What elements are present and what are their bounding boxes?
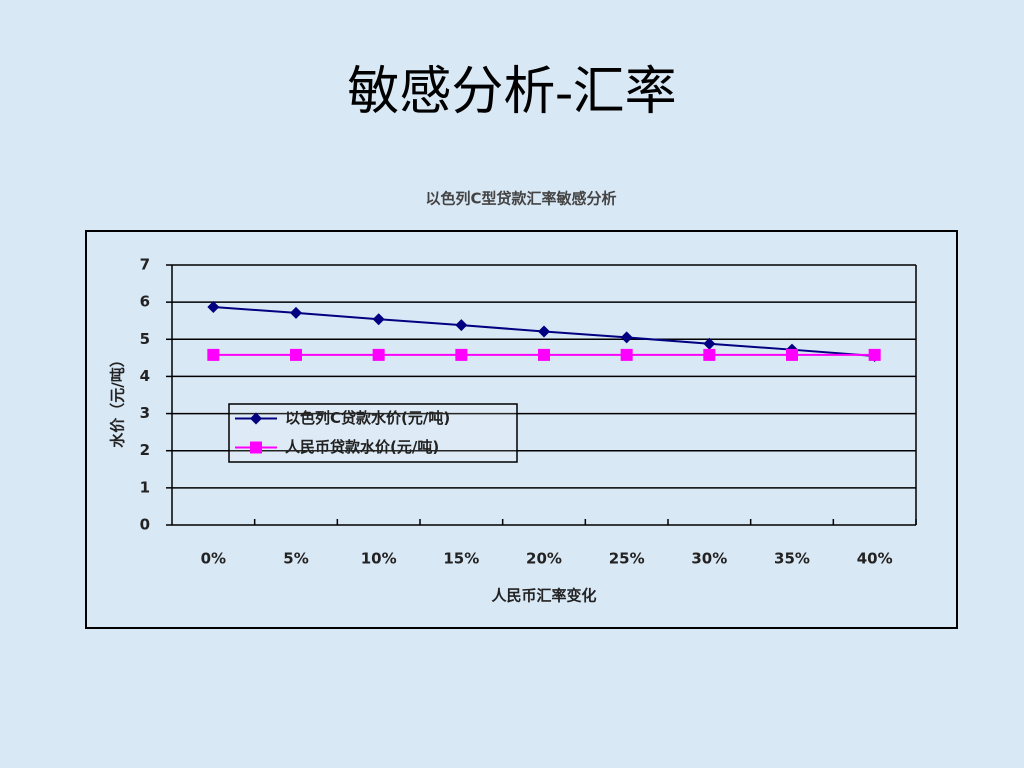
x-tick-label: 15%: [443, 550, 479, 568]
x-tick-label: 20%: [526, 550, 562, 568]
x-tick-label: 5%: [283, 550, 308, 568]
legend-box: [228, 403, 518, 463]
point: [703, 337, 716, 350]
point: [455, 319, 468, 332]
point: [868, 348, 881, 361]
point: [372, 348, 385, 361]
point: [290, 306, 302, 319]
x-tick-label: 10%: [361, 550, 397, 568]
y-tick-label: 6: [140, 293, 150, 311]
y-tick-label: 5: [140, 330, 150, 348]
slide-title: 敏感分析-汇率: [347, 64, 676, 121]
legend-label: 人民币贷款水价(元/吨): [285, 438, 439, 456]
x-axis-label: 人民币汇率变化: [491, 587, 596, 605]
y-tick-label: 7: [140, 256, 150, 274]
point: [250, 441, 262, 454]
y-tick-label: 4: [140, 367, 150, 385]
x-tick-label: 30%: [691, 550, 727, 568]
point: [620, 348, 633, 361]
y-axis-label: 水价（元/吨）: [109, 352, 127, 447]
y-tick-label: 2: [140, 441, 150, 459]
point: [250, 412, 262, 425]
y-tick-label: 0: [140, 516, 150, 534]
point: [538, 348, 550, 361]
point: [703, 348, 716, 361]
point: [620, 331, 633, 344]
point: [207, 300, 220, 313]
point: [786, 348, 798, 361]
point: [207, 348, 220, 361]
chart-frame: [85, 230, 958, 629]
x-tick-label: 35%: [774, 550, 810, 568]
x-tick-label: 25%: [609, 550, 645, 568]
y-tick-label: 3: [140, 404, 150, 422]
point: [290, 348, 302, 361]
chart-title: 以色列C型贷款汇率敏感分析: [425, 190, 616, 208]
y-tick-label: 1: [140, 478, 150, 496]
x-tick-label: 0%: [201, 550, 226, 568]
point: [372, 313, 385, 326]
x-tick-label: 40%: [857, 550, 893, 568]
legend-label: 以色列C贷款水价(元/吨): [285, 409, 450, 427]
point: [455, 348, 468, 361]
point: [538, 325, 550, 338]
